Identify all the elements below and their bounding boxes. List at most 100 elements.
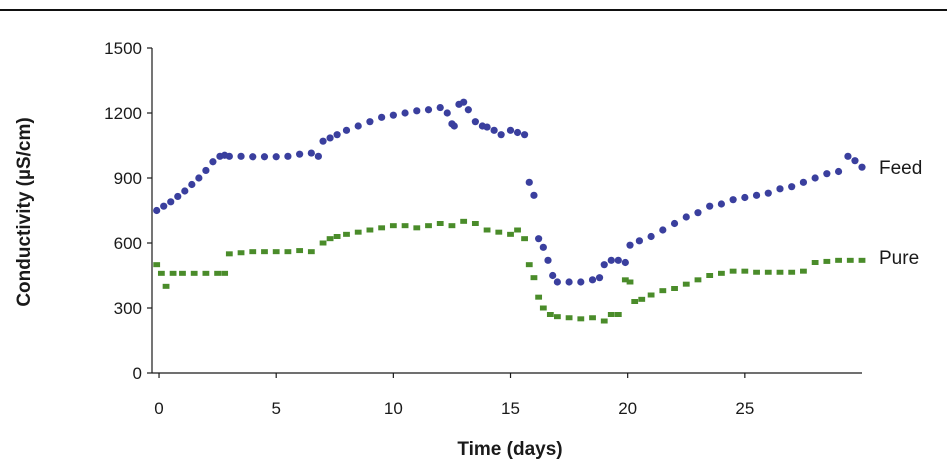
pure-data-point <box>319 240 327 246</box>
y-tick-label: 1200 <box>104 104 142 123</box>
feed-data-point <box>741 193 749 202</box>
pure-data-point <box>179 270 186 276</box>
feed-data-point <box>530 191 538 199</box>
pure-data-point <box>553 314 561 320</box>
pure-data-point <box>307 249 315 255</box>
pure-data-point <box>326 236 334 242</box>
pure-data-point <box>729 268 737 274</box>
feed-data-point <box>436 103 444 112</box>
pure-data-point <box>507 231 514 237</box>
feed-data-point <box>525 178 533 186</box>
pure-data-point <box>577 316 585 322</box>
feed-data-point <box>520 131 529 139</box>
feed-data-point <box>314 152 322 160</box>
pure-data-point <box>162 283 170 289</box>
x-axis-ticks: 0 5 10 15 20 25 <box>154 373 754 418</box>
feed-data-point <box>497 131 505 139</box>
feed-data-point <box>249 153 257 161</box>
feed-data-point <box>694 209 702 217</box>
feed-data-point <box>225 152 233 160</box>
feed-data-point <box>401 109 409 117</box>
y-axis-ticks: 0 300 600 900 1200 1500 <box>104 39 152 383</box>
pure-data-point <box>378 225 386 231</box>
pure-data-point <box>225 251 233 257</box>
feed-data-point <box>544 256 552 264</box>
pure-data-point <box>614 312 622 317</box>
feed-data-point <box>424 106 433 114</box>
pure-data-point <box>565 315 573 321</box>
pure-data-point <box>425 223 432 229</box>
pure-data-point <box>436 221 444 226</box>
x-tick-label: 25 <box>735 399 754 418</box>
y-tick-label: 900 <box>114 169 142 188</box>
x-tick-label: 15 <box>501 399 520 418</box>
pure-data-point <box>221 270 229 276</box>
pure-data-point <box>495 229 503 235</box>
pure-data-point <box>202 270 210 276</box>
feed-data-point <box>565 278 573 286</box>
feed-data-point <box>202 166 210 175</box>
feed-data-point <box>626 241 634 249</box>
feed-data-point <box>607 256 615 264</box>
feed-data-point <box>706 202 714 210</box>
pure-data-point <box>530 275 538 281</box>
feed-data-point <box>209 158 217 166</box>
feed-data-point <box>577 278 585 286</box>
pure-data-point <box>764 269 772 275</box>
pure-data-point <box>214 270 222 276</box>
pure-data-point <box>413 225 421 231</box>
feed-data-point <box>181 187 189 195</box>
pure-data-point <box>389 223 397 229</box>
feed-data-point <box>535 235 543 243</box>
feed-data-point <box>471 118 479 126</box>
pure-data-point <box>237 250 245 256</box>
pure-data-point <box>190 270 198 276</box>
feed-data-point <box>539 243 547 251</box>
pure-data-point <box>718 270 725 276</box>
feed-data-point <box>844 152 852 160</box>
feed-data-point <box>450 122 458 130</box>
pure-data-point <box>354 229 362 235</box>
feed-data-point <box>460 98 468 106</box>
pure-data-point <box>621 277 629 283</box>
pure-data-point <box>261 249 268 255</box>
feed-data-point <box>326 134 334 142</box>
feed-data-point <box>823 170 831 178</box>
pure-data-point <box>631 299 639 304</box>
feed-data-point <box>188 180 196 189</box>
pure-data-point <box>483 227 491 233</box>
pure-data-point <box>776 269 784 275</box>
feed-data-point <box>752 191 761 199</box>
feed-data-point <box>670 219 679 228</box>
feed-data-point <box>717 200 726 208</box>
series-feed <box>153 98 866 286</box>
pure-data-point <box>600 318 608 324</box>
plot-area: 0 300 600 900 1200 1500 0 5 10 15 20 25 <box>104 39 866 418</box>
x-axis-label: Time (days) <box>457 439 562 460</box>
feed-data-point <box>333 131 341 139</box>
feed-data-point <box>635 237 643 245</box>
feed-data-point <box>553 278 561 286</box>
feed-data-point <box>413 107 421 115</box>
feed-data-point <box>621 258 629 267</box>
pure-data-point <box>788 269 796 275</box>
pure-data-point <box>539 305 547 311</box>
pure-data-point <box>401 223 409 229</box>
feed-data-point <box>319 137 327 145</box>
pure-data-point <box>525 262 533 268</box>
feed-data-point <box>659 226 667 234</box>
feed-data-point <box>851 157 859 165</box>
feed-data-point <box>307 149 315 157</box>
pure-data-point <box>607 312 615 317</box>
feed-data-point <box>378 113 386 121</box>
x-tick-label: 10 <box>384 399 403 418</box>
feed-data-point <box>506 126 515 134</box>
y-tick-label: 0 <box>133 364 142 383</box>
pure-data-point <box>811 260 819 265</box>
feed-data-point <box>729 196 737 204</box>
pure-data-point <box>296 248 304 254</box>
feed-data-point <box>483 123 491 131</box>
pure-data-point <box>800 268 807 274</box>
pure-data-point <box>682 281 690 287</box>
pure-data-point <box>659 288 667 294</box>
